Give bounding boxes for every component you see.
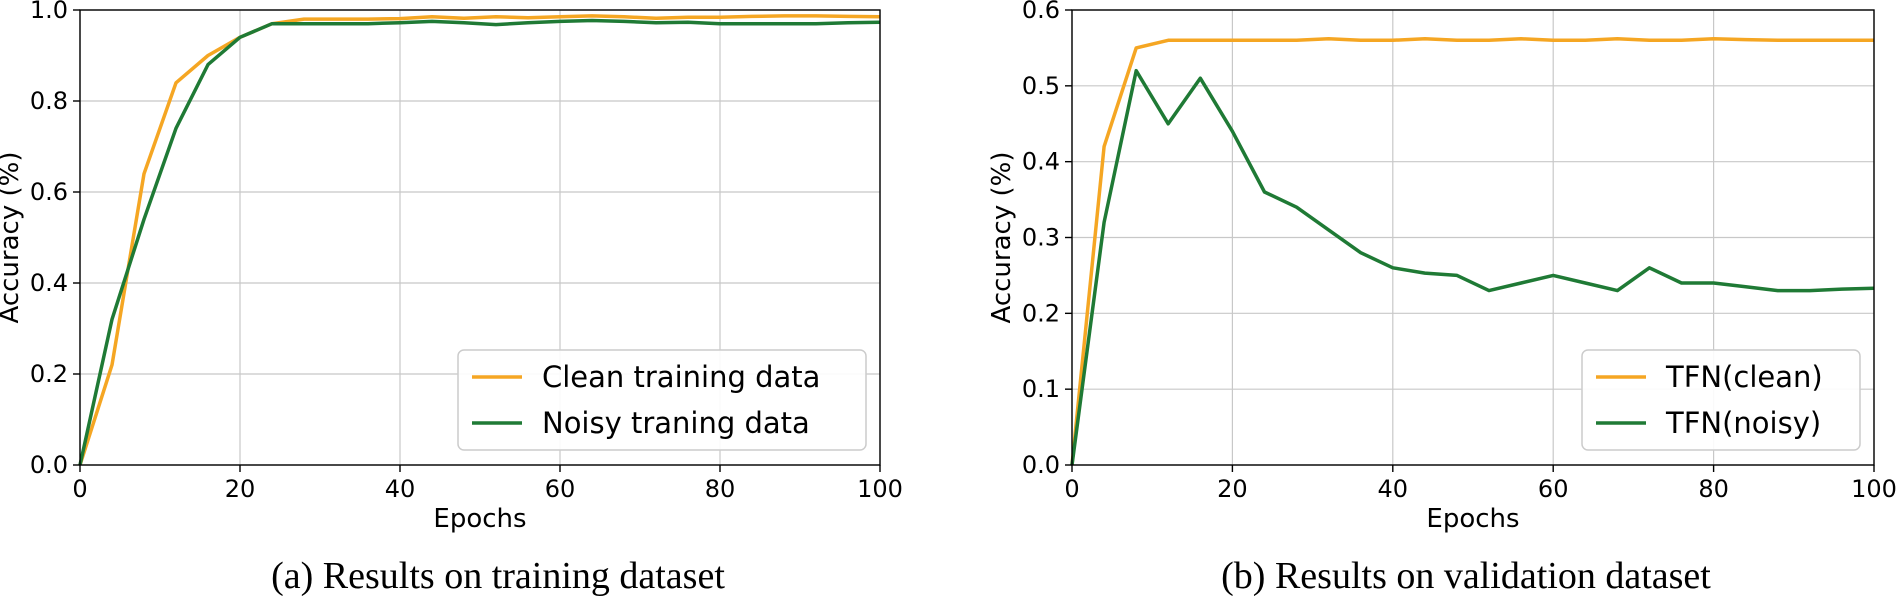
legend-label: TFN(clean) xyxy=(1665,360,1823,394)
x-tick-label: 0 xyxy=(72,475,87,503)
x-axis-label: Epochs xyxy=(1426,504,1519,534)
x-axis-label: Epochs xyxy=(433,504,526,534)
x-tick-label: 100 xyxy=(857,475,903,503)
y-axis-label: Accuracy (%) xyxy=(987,152,1017,324)
y-tick-label: 0.0 xyxy=(30,451,68,479)
figure-caption: (a) Results on training dataset xyxy=(271,555,725,597)
y-tick-label: 0.0 xyxy=(1022,451,1060,479)
y-tick-label: 0.6 xyxy=(1022,0,1060,24)
series-line-noisy xyxy=(1070,68,1875,466)
series-line-clean xyxy=(78,14,881,466)
y-tick-label: 0.5 xyxy=(1022,72,1060,100)
y-tick-label: 0.1 xyxy=(1022,375,1060,403)
y-tick-label: 1.0 xyxy=(30,0,68,24)
chart-panel-validation: 0 20 40 60 80 100 0.0 0.1 0.2 0.3 0.4 0.5 0.6 Epochs A… xyxy=(987,0,1897,597)
x-tick-label: 100 xyxy=(1851,475,1897,503)
legend: Clean training data Noisy traning data xyxy=(457,349,867,451)
legend-label: Noisy traning data xyxy=(542,406,810,440)
x-tick-label: 60 xyxy=(1538,475,1569,503)
y-tick-label: 0.4 xyxy=(30,269,68,297)
series-line-noisy xyxy=(78,18,881,466)
y-tick-label: 0.6 xyxy=(30,178,68,206)
x-tick-label: 20 xyxy=(225,475,256,503)
axes-frame xyxy=(79,9,881,466)
legend-box xyxy=(1581,349,1861,451)
legend-box xyxy=(457,349,867,451)
series-line-clean xyxy=(1070,37,1874,466)
y-axis-label: Accuracy (%) xyxy=(0,152,25,324)
x-tick-label: 0 xyxy=(1064,475,1079,503)
x-tick-label: 60 xyxy=(545,475,576,503)
chart-panel-training: 0 20 40 60 80 100 0.0 0.2 0.4 0.6 0.8 1.0 Epochs Accu… xyxy=(0,0,903,597)
x-tick-label: 80 xyxy=(1698,475,1729,503)
legend-label: Clean training data xyxy=(542,360,820,394)
x-tick-label: 20 xyxy=(1217,475,1248,503)
y-tick-label: 0.2 xyxy=(1022,299,1060,327)
y-tick-label: 0.2 xyxy=(30,360,68,388)
y-tick-label: 0.3 xyxy=(1022,224,1060,252)
x-tick-label: 80 xyxy=(705,475,736,503)
legend: TFN(clean) TFN(noisy) xyxy=(1581,349,1861,451)
x-tick-label: 40 xyxy=(385,475,416,503)
y-tick-label: 0.8 xyxy=(30,87,68,115)
x-tick-label: 40 xyxy=(1378,475,1409,503)
legend-label: TFN(noisy) xyxy=(1665,406,1821,440)
y-tick-label: 0.4 xyxy=(1022,148,1060,176)
figure-caption: (b) Results on validation dataset xyxy=(1221,555,1711,597)
